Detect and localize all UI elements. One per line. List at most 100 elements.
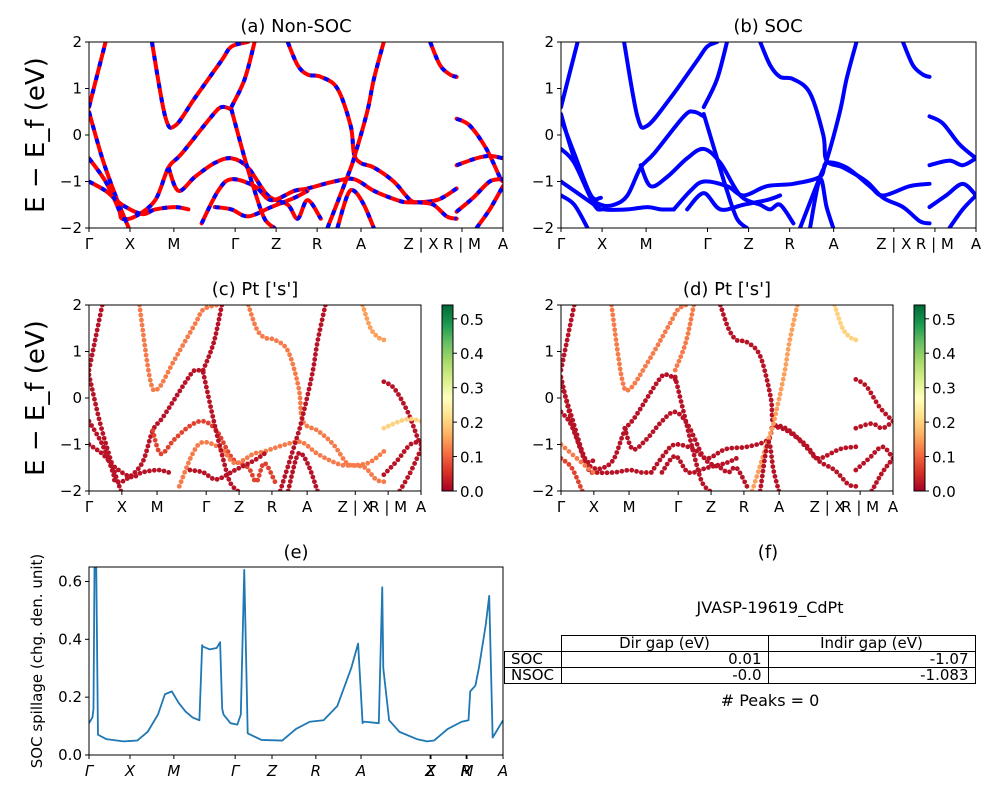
axes-frame <box>88 41 504 229</box>
projection-point <box>222 462 228 468</box>
projection-point <box>609 458 615 464</box>
projection-point <box>650 429 656 435</box>
projection-point <box>853 425 859 431</box>
projection-point <box>734 445 740 451</box>
projection-point <box>214 476 220 482</box>
projection-point <box>645 394 651 399</box>
projection-point <box>692 469 697 475</box>
projection-point <box>771 469 777 474</box>
projection-point <box>191 368 197 374</box>
x-tick-label: Γ <box>703 235 712 253</box>
projection-point <box>701 466 707 472</box>
projection-point <box>147 377 153 383</box>
panel-f-subtitle: JVASP-19619_CdPt <box>696 598 844 617</box>
projection-point <box>651 465 657 471</box>
x-tick-label: R <box>312 235 322 253</box>
projection-point <box>315 337 321 342</box>
projection-point <box>282 343 288 349</box>
projection-point <box>568 413 574 418</box>
y-tick-label: −1 <box>60 436 82 454</box>
panel-f-title: (f) <box>758 542 778 563</box>
projection-point <box>302 456 308 462</box>
projection-point <box>299 416 305 421</box>
panel-d-pt-s-projection-soc: −2 −1 0 1 2 Γ X M Γ Z R A Z | XR | M A 0.0 0.1 0.2 0.3 0.4… <box>532 296 956 516</box>
projection-point <box>562 445 568 451</box>
y-tick-label: 2 <box>72 296 82 314</box>
projection-point <box>245 461 250 467</box>
projection-point <box>853 337 859 343</box>
projection-point <box>365 460 371 466</box>
projection-point <box>686 433 692 439</box>
projection-point <box>715 462 721 468</box>
projection-point <box>206 354 212 360</box>
projection-point <box>320 312 326 318</box>
axes-frame <box>560 304 894 492</box>
projection-point <box>165 444 171 450</box>
projection-point <box>187 456 193 461</box>
projection-point <box>620 381 626 387</box>
projection-point <box>771 421 776 427</box>
projection-point <box>268 446 273 452</box>
projection-point <box>789 431 794 437</box>
projection-point <box>253 456 259 462</box>
band-guide <box>248 305 383 482</box>
projection-point <box>195 316 201 322</box>
gap-table-row-label: NSOC <box>504 667 562 684</box>
projection-point <box>858 424 864 429</box>
projection-point <box>768 430 773 436</box>
projection-point <box>881 467 887 473</box>
projection-point <box>606 462 612 468</box>
projection-point <box>754 442 760 447</box>
projection-point <box>788 332 794 337</box>
projection-point <box>874 480 879 485</box>
projection-point <box>141 457 146 463</box>
projection-point <box>405 409 411 415</box>
projection-point <box>722 468 728 474</box>
band-line-soc <box>561 42 580 110</box>
projection-point <box>853 483 859 489</box>
x-tick-label: A <box>302 498 313 516</box>
projection-point <box>138 312 144 318</box>
projection-point <box>231 460 237 466</box>
projection-point <box>759 440 764 446</box>
projection-point <box>413 417 419 423</box>
x-tick-label: Γ <box>85 762 95 780</box>
projection-point <box>381 337 387 343</box>
projection-point <box>838 320 843 326</box>
projection-point <box>308 376 314 382</box>
projection-point <box>706 455 712 461</box>
projection-point <box>418 446 421 452</box>
projection-point <box>610 312 616 318</box>
projection-point <box>178 479 184 485</box>
projection-point <box>175 351 181 357</box>
projection-point <box>586 466 592 472</box>
projection-point <box>645 359 651 365</box>
projection-point <box>151 433 157 438</box>
projection-point <box>363 311 368 317</box>
projection-point <box>683 418 689 424</box>
projection-point <box>676 389 682 395</box>
x-tick-label: M <box>167 762 180 780</box>
projection-point <box>794 305 800 308</box>
projection-point <box>205 420 211 426</box>
projection-point <box>724 446 730 452</box>
projection-point <box>886 422 892 427</box>
projection-point <box>575 479 581 485</box>
projection-point <box>140 327 146 333</box>
projection-point <box>876 475 882 481</box>
projection-point <box>400 484 405 489</box>
projection-point <box>784 357 790 362</box>
projection-point <box>853 467 859 473</box>
projection-point <box>174 392 180 398</box>
projection-point <box>418 418 421 424</box>
x-tick-label: X <box>589 498 599 516</box>
projection-point <box>564 398 570 404</box>
projection-point <box>400 400 406 406</box>
projection-point <box>672 374 678 380</box>
x-tick-label: Z | X <box>810 498 845 516</box>
x-tick-label: M <box>623 498 636 516</box>
projection-point <box>619 435 625 441</box>
projection-point <box>636 444 642 449</box>
projection-point <box>659 373 665 379</box>
projection-point <box>787 337 793 342</box>
